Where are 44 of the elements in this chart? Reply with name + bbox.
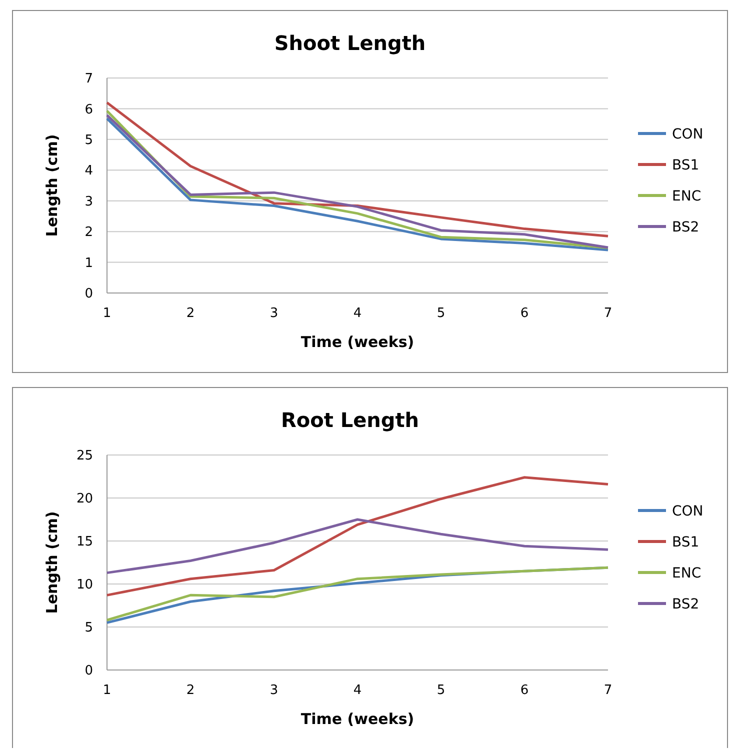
x-tick-label: 5 (436, 683, 446, 698)
x-tick-label: 2 (186, 306, 195, 321)
x-tick-label: 5 (436, 306, 446, 321)
x-tick-label: 4 (353, 306, 362, 321)
y-tick-label: 20 (76, 492, 93, 507)
chart-title: Root Length (280, 408, 420, 432)
chart-title: Shoot Length (274, 31, 426, 55)
x-tick-label: 1 (102, 306, 112, 321)
y-tick-label: 25 (76, 448, 93, 464)
x-axis-title: Time (weeks) (300, 710, 414, 728)
y-tick-label: 6 (84, 102, 93, 118)
x-tick-label: 3 (270, 306, 278, 321)
legend-label: ENC (672, 565, 702, 582)
x-tick-label: 6 (520, 683, 529, 698)
y-tick-label: 3 (84, 194, 93, 210)
legend-label: BS1 (672, 157, 700, 174)
y-tick-label: 5 (84, 620, 93, 636)
y-tick-label: 7 (84, 72, 93, 87)
legend-label: BS2 (672, 219, 700, 236)
y-tick-label: 10 (76, 578, 93, 593)
y-tick-label: 1 (84, 256, 93, 271)
y-tick-label: 2 (84, 225, 93, 240)
y-axis-title: Length (cm) (43, 511, 61, 614)
y-axis-title: Length (cm) (43, 134, 61, 237)
x-tick-label: 6 (520, 306, 529, 321)
y-tick-label: 4 (84, 164, 93, 179)
line-series (106, 476, 610, 596)
legend-label: BS1 (672, 534, 700, 550)
y-tick-label: 5 (84, 132, 93, 148)
x-tick-label: 7 (604, 683, 612, 698)
x-tick-label: 4 (353, 683, 362, 698)
x-axis-title: Time (weeks) (300, 333, 414, 351)
legend-label: BS2 (672, 596, 700, 612)
x-tick-label: 7 (604, 306, 612, 321)
line-series (106, 518, 610, 574)
y-tick-label: 0 (84, 664, 93, 679)
y-tick-label: 0 (84, 286, 93, 302)
legend-label: CON (672, 126, 704, 142)
y-tick-label: 15 (76, 534, 93, 550)
x-tick-label: 1 (102, 683, 112, 698)
legend-label: CON (672, 503, 704, 520)
legend-label: ENC (672, 188, 702, 204)
x-tick-label: 2 (186, 683, 195, 698)
x-tick-label: 3 (270, 683, 278, 698)
